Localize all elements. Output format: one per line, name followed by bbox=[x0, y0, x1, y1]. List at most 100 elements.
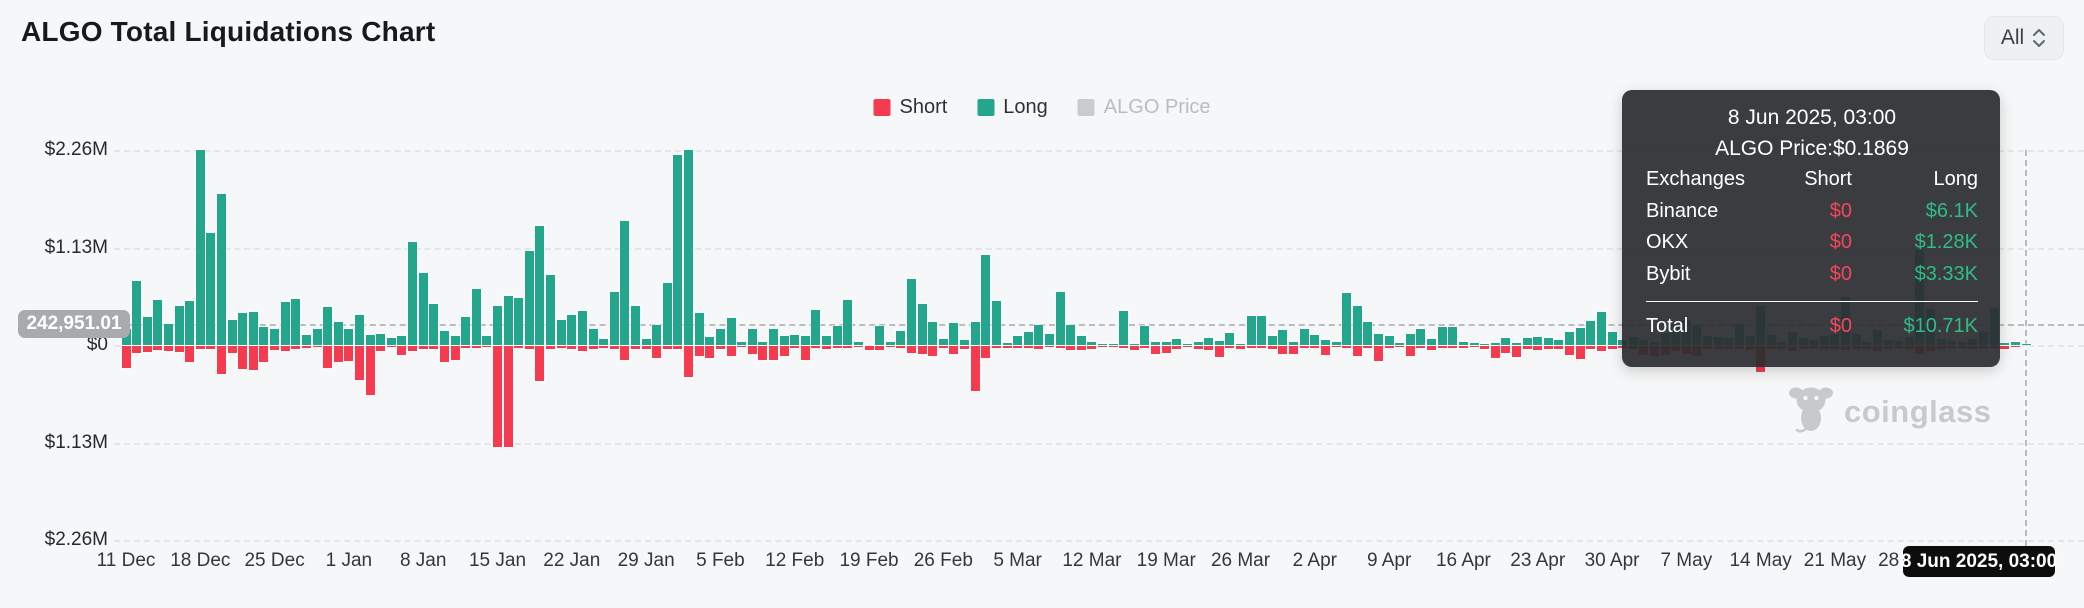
bar-short[interactable] bbox=[715, 346, 725, 350]
bar-long[interactable] bbox=[408, 242, 418, 345]
bar-short[interactable] bbox=[779, 346, 789, 357]
bar-short[interactable] bbox=[1565, 346, 1575, 355]
bar-long[interactable] bbox=[1522, 338, 1532, 345]
bar-short[interactable] bbox=[1480, 346, 1490, 350]
bar-short[interactable] bbox=[1023, 346, 1033, 348]
bar-long[interactable] bbox=[1596, 312, 1606, 345]
bar-short[interactable] bbox=[822, 346, 832, 349]
bar-short[interactable] bbox=[1002, 346, 1012, 348]
bar-long[interactable] bbox=[1204, 338, 1214, 345]
bar-short[interactable] bbox=[938, 346, 948, 348]
bar-short[interactable] bbox=[312, 346, 322, 347]
bar-short[interactable] bbox=[885, 346, 895, 347]
bar-short[interactable] bbox=[1119, 346, 1129, 348]
bar-long[interactable] bbox=[705, 337, 715, 345]
bar-short[interactable] bbox=[864, 346, 874, 351]
bar-short[interactable] bbox=[142, 346, 152, 353]
bar-short[interactable] bbox=[960, 346, 970, 349]
bar-long[interactable] bbox=[1437, 326, 1447, 345]
bar-short[interactable] bbox=[535, 346, 545, 381]
bar-short[interactable] bbox=[344, 346, 354, 361]
bar-short[interactable] bbox=[1384, 346, 1394, 348]
bar-long[interactable] bbox=[822, 336, 832, 345]
bar-short[interactable] bbox=[153, 346, 163, 351]
bar-short[interactable] bbox=[662, 346, 672, 349]
bar-long[interactable] bbox=[630, 306, 640, 345]
bar-short[interactable] bbox=[174, 346, 184, 353]
bar-long[interactable] bbox=[991, 300, 1001, 345]
bar-long[interactable] bbox=[1512, 343, 1521, 345]
bar-long[interactable] bbox=[227, 319, 237, 345]
bar-long[interactable] bbox=[1310, 334, 1320, 345]
bar-long[interactable] bbox=[1374, 333, 1383, 345]
bar-long[interactable] bbox=[195, 150, 205, 345]
bar-short[interactable] bbox=[705, 346, 715, 359]
bar-long[interactable] bbox=[843, 300, 853, 345]
bar-long[interactable] bbox=[800, 336, 810, 345]
bar-long[interactable] bbox=[1320, 339, 1330, 345]
bar-long[interactable] bbox=[259, 326, 269, 345]
bar-long[interactable] bbox=[1458, 342, 1468, 345]
bar-short[interactable] bbox=[429, 346, 439, 350]
bar-long[interactable] bbox=[248, 312, 258, 345]
bar-short[interactable] bbox=[1140, 346, 1150, 348]
bar-short[interactable] bbox=[1044, 346, 1054, 347]
bar-long[interactable] bbox=[1034, 325, 1044, 345]
bar-short[interactable] bbox=[418, 346, 428, 350]
bar-short[interactable] bbox=[652, 346, 662, 359]
bar-short[interactable] bbox=[768, 346, 778, 360]
bar-long[interactable] bbox=[1246, 315, 1256, 345]
bar-short[interactable] bbox=[1405, 346, 1415, 357]
bar-long[interactable] bbox=[747, 328, 757, 345]
bar-short[interactable] bbox=[121, 346, 131, 369]
bar-short[interactable] bbox=[1554, 346, 1564, 350]
bar-short[interactable] bbox=[694, 346, 704, 357]
bar-long[interactable] bbox=[1416, 329, 1426, 345]
bar-short[interactable] bbox=[514, 346, 524, 348]
bar-short[interactable] bbox=[1013, 346, 1023, 348]
bar-long[interactable] bbox=[1119, 311, 1129, 345]
bar-long[interactable] bbox=[1384, 336, 1394, 345]
bar-long[interactable] bbox=[684, 150, 694, 345]
bar-long[interactable] bbox=[270, 329, 280, 345]
bar-long[interactable] bbox=[1469, 343, 1479, 345]
bar-long[interactable] bbox=[471, 288, 481, 345]
bar-short[interactable] bbox=[355, 346, 365, 380]
bar-long[interactable] bbox=[1257, 315, 1267, 345]
bar-long[interactable] bbox=[970, 321, 980, 345]
bar-short[interactable] bbox=[1204, 346, 1214, 351]
bar-long[interactable] bbox=[386, 338, 396, 345]
bar-short[interactable] bbox=[790, 346, 800, 348]
bar-short[interactable] bbox=[376, 346, 386, 352]
bar-short[interactable] bbox=[439, 346, 449, 362]
legend-item-short[interactable]: Short bbox=[873, 96, 947, 119]
bar-short[interactable] bbox=[217, 346, 227, 375]
bar-short[interactable] bbox=[493, 346, 502, 447]
bar-short[interactable] bbox=[630, 346, 640, 349]
bar-long[interactable] bbox=[1076, 336, 1086, 345]
bar-short[interactable] bbox=[1310, 346, 1320, 348]
bar-short[interactable] bbox=[482, 346, 492, 347]
bar-short[interactable] bbox=[248, 346, 258, 371]
bar-short[interactable] bbox=[1267, 346, 1277, 350]
bar-short[interactable] bbox=[1395, 346, 1405, 347]
bar-short[interactable] bbox=[1607, 346, 1617, 350]
bar-long[interactable] bbox=[1448, 326, 1458, 345]
bar-short[interactable] bbox=[195, 346, 205, 350]
bar-short[interactable] bbox=[1512, 346, 1521, 358]
bar-long[interactable] bbox=[588, 328, 598, 345]
bar-long[interactable] bbox=[1554, 339, 1564, 345]
bar-short[interactable] bbox=[1501, 346, 1511, 353]
bar-long[interactable] bbox=[875, 326, 885, 345]
bar-short[interactable] bbox=[471, 346, 481, 348]
bar-short[interactable] bbox=[206, 346, 216, 350]
bar-short[interactable] bbox=[291, 346, 301, 350]
bar-short[interactable] bbox=[238, 346, 248, 370]
bar-long[interactable] bbox=[1501, 338, 1511, 345]
bar-long[interactable] bbox=[142, 316, 152, 345]
bar-long[interactable] bbox=[673, 155, 683, 345]
bar-short[interactable] bbox=[503, 346, 513, 447]
bar-long[interactable] bbox=[1342, 293, 1352, 345]
bar-short[interactable] bbox=[1257, 346, 1267, 348]
bar-short[interactable] bbox=[1034, 346, 1044, 349]
